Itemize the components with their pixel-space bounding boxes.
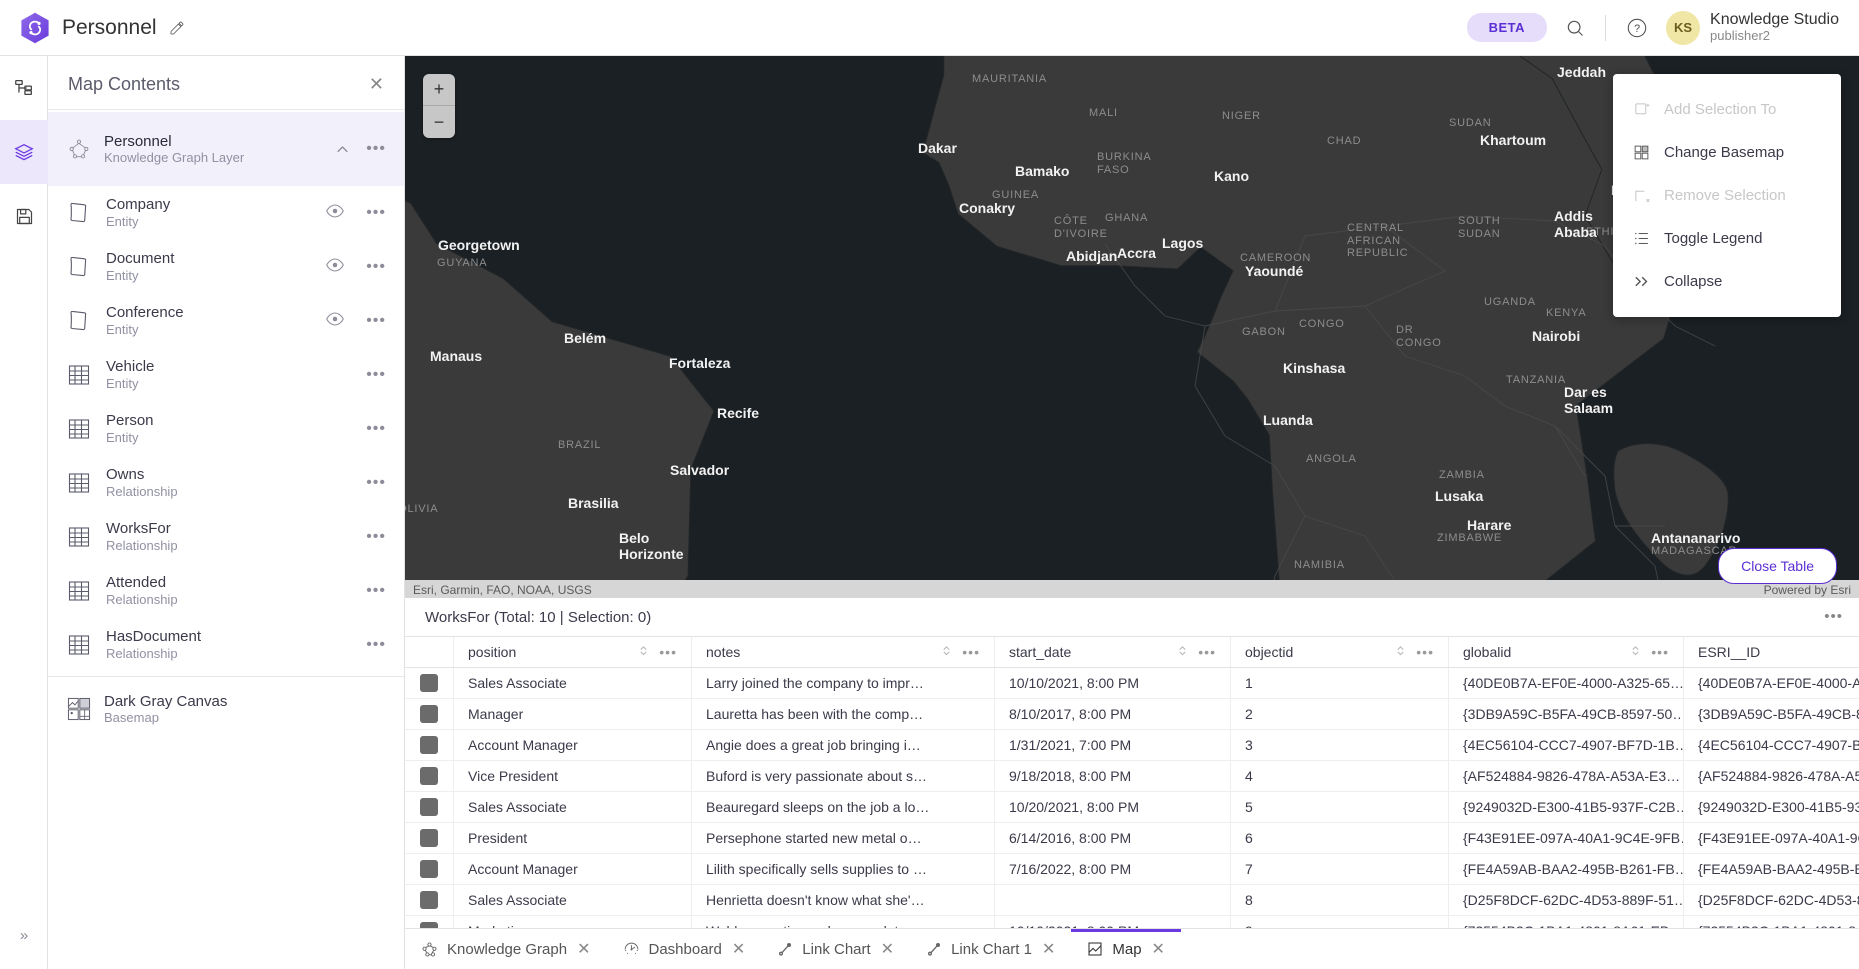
svg-text:?: ?: [1634, 22, 1640, 34]
